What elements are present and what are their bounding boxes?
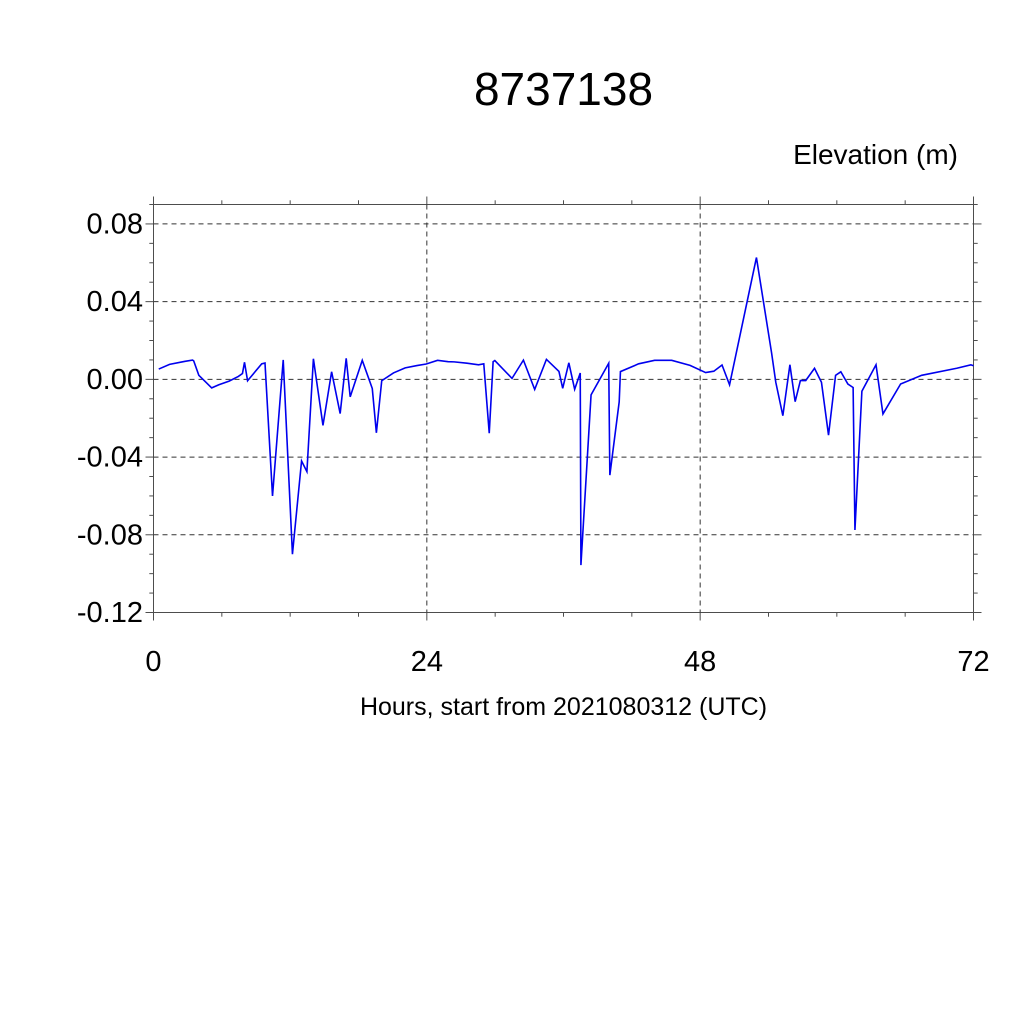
svg-text:Elevation (m): Elevation (m) bbox=[793, 139, 958, 170]
svg-text:0.00: 0.00 bbox=[87, 364, 143, 396]
svg-text:Hours, start from 2021080312 (: Hours, start from 2021080312 (UTC) bbox=[360, 693, 767, 721]
svg-text:48: 48 bbox=[684, 646, 716, 678]
svg-text:72: 72 bbox=[957, 646, 989, 678]
svg-text:0.08: 0.08 bbox=[87, 209, 143, 241]
svg-text:-0.12: -0.12 bbox=[77, 597, 143, 629]
svg-text:0: 0 bbox=[145, 646, 161, 678]
svg-text:-0.04: -0.04 bbox=[77, 442, 143, 474]
svg-text:0.04: 0.04 bbox=[87, 286, 143, 318]
svg-text:24: 24 bbox=[411, 646, 443, 678]
svg-text:-0.08: -0.08 bbox=[77, 519, 143, 551]
svg-text:8737138: 8737138 bbox=[474, 63, 653, 115]
